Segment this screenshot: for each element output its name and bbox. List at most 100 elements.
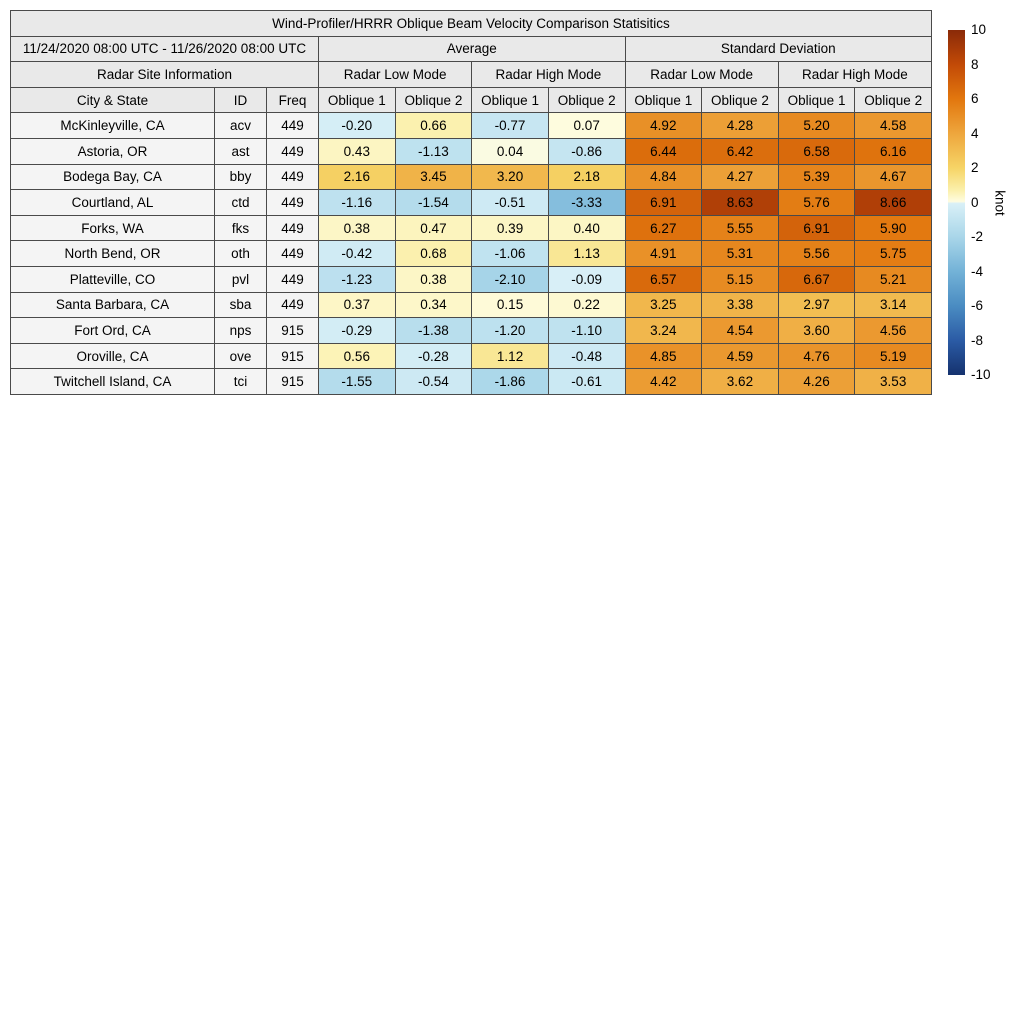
id-cell: tci bbox=[214, 368, 267, 395]
header-std-radar-high-mode: Radar High Mode bbox=[777, 61, 933, 88]
value-cell: -0.61 bbox=[547, 368, 626, 395]
city-cell: Astoria, OR bbox=[10, 137, 215, 165]
header-oblique-4: Oblique 1 bbox=[624, 86, 703, 114]
id-cell: ove bbox=[214, 342, 267, 370]
value-cell: 3.14 bbox=[854, 291, 932, 319]
value-cell: 4.26 bbox=[777, 368, 856, 395]
city-cell: Twitchell Island, CA bbox=[10, 368, 215, 395]
value-cell: -0.28 bbox=[394, 342, 473, 370]
freq-cell: 915 bbox=[266, 342, 319, 370]
header-oblique-5: Oblique 2 bbox=[701, 86, 779, 114]
value-cell: 3.45 bbox=[394, 163, 473, 191]
value-cell: 4.59 bbox=[701, 342, 779, 370]
colorbar: 10 8 6 4 2 0 -2 -4 -6 -8 -10 knot bbox=[948, 22, 1024, 382]
city-cell: Bodega Bay, CA bbox=[10, 163, 215, 191]
value-cell: 0.22 bbox=[547, 291, 626, 319]
city-cell: Courtland, AL bbox=[10, 189, 215, 216]
value-cell: 5.19 bbox=[854, 342, 932, 370]
id-cell: sba bbox=[214, 291, 267, 319]
city-cell: Platteville, CO bbox=[10, 265, 215, 293]
value-cell: 6.16 bbox=[854, 137, 932, 165]
id-cell: oth bbox=[214, 240, 267, 267]
freq-cell: 449 bbox=[266, 163, 319, 191]
value-cell: -0.29 bbox=[318, 317, 396, 344]
header-oblique-3: Oblique 2 bbox=[547, 86, 626, 114]
header-freq: Freq bbox=[266, 86, 319, 114]
colorbar-tick-label: -2 bbox=[971, 229, 984, 245]
value-cell: 0.66 bbox=[394, 112, 473, 139]
value-cell: 8.66 bbox=[854, 189, 932, 216]
header-city-state: City & State bbox=[10, 86, 215, 114]
table-row: Astoria, OR ast 449 0.43 -1.13 0.04 -0.86 6.44 6… bbox=[10, 137, 932, 165]
value-cell: 6.91 bbox=[624, 189, 703, 216]
value-cell: -1.55 bbox=[318, 368, 396, 395]
value-cell: 5.76 bbox=[777, 189, 856, 216]
value-cell: -3.33 bbox=[547, 189, 626, 216]
value-cell: 2.16 bbox=[318, 163, 396, 191]
value-cell: 2.18 bbox=[547, 163, 626, 191]
value-cell: 5.56 bbox=[777, 240, 856, 267]
value-cell: 1.12 bbox=[471, 342, 549, 370]
value-cell: 0.04 bbox=[471, 137, 549, 165]
value-cell: 4.28 bbox=[701, 112, 779, 139]
value-cell: -1.23 bbox=[318, 265, 396, 293]
freq-cell: 915 bbox=[266, 317, 319, 344]
value-cell: 6.58 bbox=[777, 137, 856, 165]
value-cell: -2.10 bbox=[471, 265, 549, 293]
value-cell: 2.97 bbox=[777, 291, 856, 319]
id-cell: acv bbox=[214, 112, 267, 139]
colorbar-tick-label: 4 bbox=[971, 125, 979, 141]
value-cell: 6.27 bbox=[624, 214, 703, 242]
table-title: Wind-Profiler/HRRR Oblique Beam Velocity… bbox=[10, 10, 932, 37]
header-avg-radar-low-mode: Radar Low Mode bbox=[317, 61, 473, 88]
value-cell: 3.20 bbox=[471, 163, 549, 191]
value-cell: 4.85 bbox=[624, 342, 703, 370]
value-cell: 3.62 bbox=[701, 368, 779, 395]
value-cell: 6.91 bbox=[777, 214, 856, 242]
value-cell: -0.09 bbox=[547, 265, 626, 293]
value-cell: -0.77 bbox=[471, 112, 549, 139]
colorbar-tick-label: 8 bbox=[971, 56, 979, 72]
value-cell: -0.86 bbox=[547, 137, 626, 165]
value-cell: 0.38 bbox=[318, 214, 396, 242]
value-cell: 5.75 bbox=[854, 240, 932, 267]
freq-cell: 449 bbox=[266, 214, 319, 242]
value-cell: 0.68 bbox=[394, 240, 473, 267]
colorbar-tick-label: 6 bbox=[971, 91, 979, 107]
value-cell: 6.57 bbox=[624, 265, 703, 293]
value-cell: 5.15 bbox=[701, 265, 779, 293]
header-average: Average bbox=[318, 35, 626, 63]
header-standard-deviation: Standard Deviation bbox=[624, 35, 932, 63]
value-cell: 3.60 bbox=[777, 317, 856, 344]
table-row: Platteville, CO pvl 449 -1.23 0.38 -2.10 -0.09… bbox=[10, 265, 932, 293]
city-cell: McKinleyville, CA bbox=[10, 112, 215, 139]
group-header-row: 11/24/2020 08:00 UTC - 11/26/2020 08:00 … bbox=[10, 35, 932, 63]
value-cell: 6.42 bbox=[701, 137, 779, 165]
value-cell: -1.16 bbox=[318, 189, 396, 216]
header-avg-radar-high-mode: Radar High Mode bbox=[471, 61, 626, 88]
value-cell: 4.58 bbox=[854, 112, 932, 139]
value-cell: 4.42 bbox=[624, 368, 703, 395]
mode-header-row: Radar Site Information Radar Low Mode Ra… bbox=[10, 61, 933, 88]
value-cell: 3.24 bbox=[624, 317, 703, 344]
city-cell: Santa Barbara, CA bbox=[10, 291, 215, 319]
value-cell: 4.56 bbox=[854, 317, 932, 344]
id-cell: fks bbox=[214, 214, 267, 242]
header-oblique-7: Oblique 2 bbox=[854, 86, 932, 114]
value-cell: 0.47 bbox=[394, 214, 473, 242]
value-cell: -1.86 bbox=[471, 368, 549, 395]
value-cell: 6.44 bbox=[624, 137, 703, 165]
freq-cell: 449 bbox=[266, 112, 319, 139]
value-cell: 0.07 bbox=[547, 112, 626, 139]
value-cell: 6.67 bbox=[777, 265, 856, 293]
id-cell: nps bbox=[214, 317, 267, 344]
value-cell: 4.76 bbox=[777, 342, 856, 370]
value-cell: 4.91 bbox=[624, 240, 703, 267]
value-cell: 5.55 bbox=[701, 214, 779, 242]
value-cell: 0.15 bbox=[471, 291, 549, 319]
value-cell: 5.20 bbox=[777, 112, 856, 139]
value-cell: -1.13 bbox=[394, 137, 473, 165]
table-row: Courtland, AL ctd 449 -1.16 -1.54 -0.51 -3.33 6… bbox=[10, 189, 932, 216]
header-oblique-1: Oblique 2 bbox=[394, 86, 473, 114]
value-cell: 5.39 bbox=[777, 163, 856, 191]
